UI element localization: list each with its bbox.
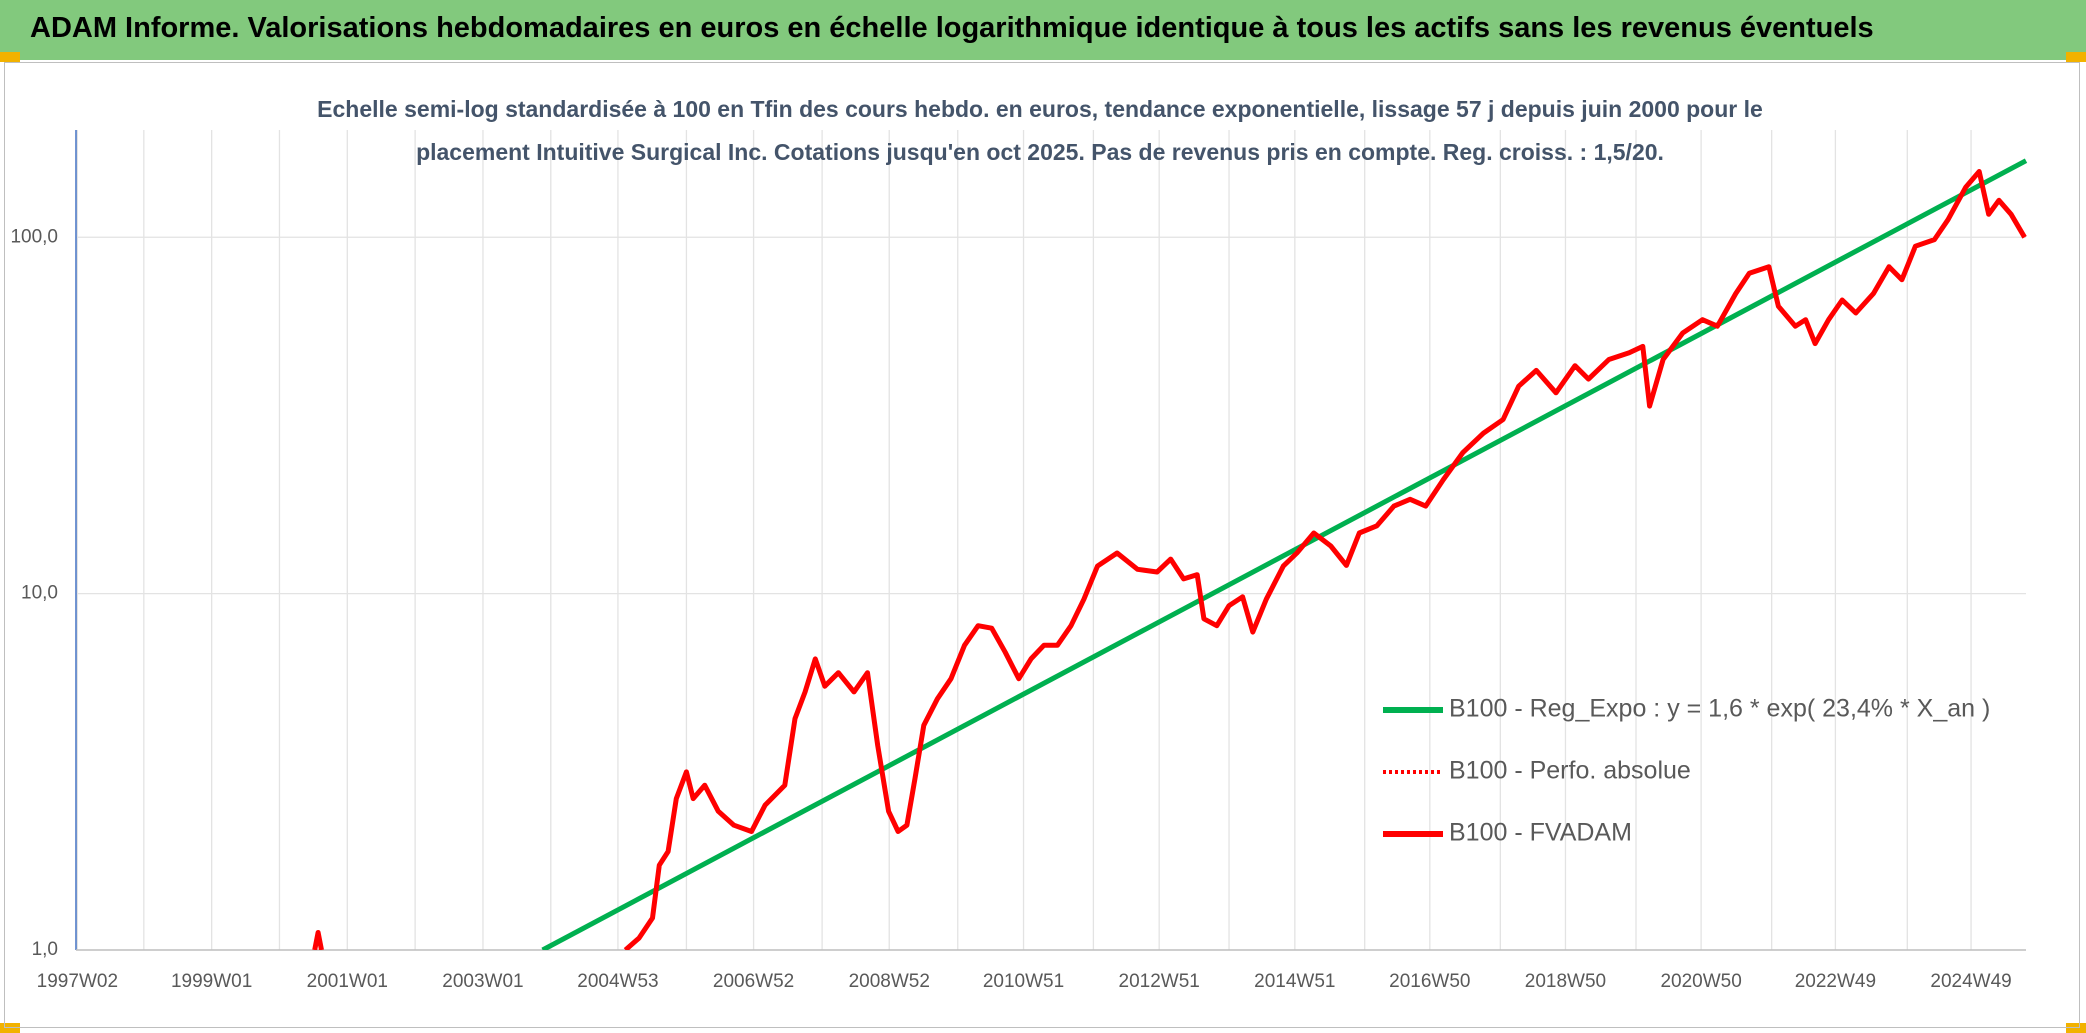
chart-frame [4,62,2080,1028]
y-tick-label: 1,0 [32,939,58,960]
corner-mark [2066,52,2086,62]
banner: ADAM Informe. Valorisations hebdomadaire… [0,0,2086,60]
x-tick-label: 2022W49 [1795,971,1876,992]
banner-title: ADAM Informe. Valorisations hebdomadaire… [30,12,1874,44]
x-tick-label: 1997W02 [37,971,118,992]
series-line [312,930,324,950]
x-tick-label: 2006W52 [713,971,794,992]
corner-mark [2066,1023,2086,1033]
series-line [541,158,2028,950]
legend-label: B100 - FVADAM [1449,819,1632,847]
x-tick-label: 2004W53 [577,971,658,992]
legend-label: B100 - Perfo. absolue [1449,757,1691,785]
x-tick-label: 2024W49 [1930,971,2011,992]
x-tick-label: 2001W01 [307,971,388,992]
x-tick-label: 2018W50 [1525,971,1606,992]
x-tick-label: 2010W51 [983,971,1064,992]
corner-mark [0,52,20,62]
chart-title: Echelle semi-log standardisée à 100 en T… [317,96,1763,165]
x-tick-label: 2020W50 [1660,971,1741,992]
y-tick-label: 100,0 [10,226,58,247]
x-tick-label: 2003W01 [442,971,523,992]
series-line [623,169,2027,950]
y-tick-label: 10,0 [21,583,58,604]
x-tick-label: 2008W52 [849,971,930,992]
x-tick-label: 2012W51 [1119,971,1200,992]
x-tick-label: 2016W50 [1389,971,1470,992]
x-tick-label: 1999W01 [171,971,252,992]
legend-label: B100 - Reg_Expo : y = 1,6 * exp( 23,4% *… [1449,695,1990,723]
x-tick-label: 2014W51 [1254,971,1335,992]
corner-mark [0,1023,20,1033]
